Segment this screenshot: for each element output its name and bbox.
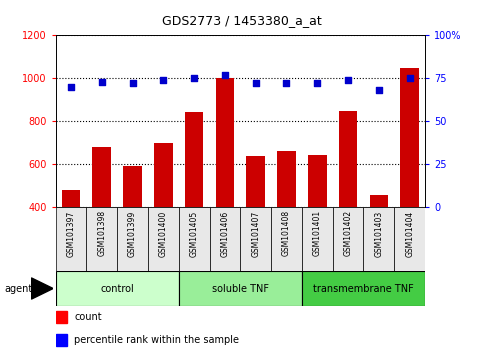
Text: GSM101408: GSM101408 [282, 210, 291, 256]
Point [159, 77, 167, 83]
Bar [86, 207, 117, 271]
Text: GSM101402: GSM101402 [343, 210, 353, 256]
Point [67, 84, 75, 90]
Bar [179, 207, 210, 271]
Text: count: count [74, 312, 101, 322]
Bar [56, 311, 67, 323]
Point [406, 75, 413, 81]
Point [252, 81, 259, 86]
Point [221, 72, 229, 78]
Bar [148, 207, 179, 271]
Bar [364, 207, 394, 271]
Bar [400, 68, 419, 207]
Point [98, 79, 106, 85]
Bar [339, 110, 357, 207]
Bar [302, 271, 425, 306]
Bar [185, 112, 203, 207]
Text: GSM101398: GSM101398 [97, 210, 106, 256]
Text: GSM101397: GSM101397 [67, 210, 75, 257]
Text: soluble TNF: soluble TNF [212, 284, 269, 293]
Bar [333, 207, 364, 271]
Bar [271, 207, 302, 271]
Bar [92, 147, 111, 207]
Bar [369, 195, 388, 207]
Bar [56, 333, 67, 346]
Bar [117, 207, 148, 271]
Text: transmembrane TNF: transmembrane TNF [313, 284, 414, 293]
Text: GDS2773 / 1453380_a_at: GDS2773 / 1453380_a_at [162, 14, 321, 27]
Text: control: control [100, 284, 134, 293]
Text: GSM101401: GSM101401 [313, 210, 322, 256]
Bar [154, 143, 172, 207]
Point [344, 77, 352, 83]
Point [190, 75, 198, 81]
Text: percentile rank within the sample: percentile rank within the sample [74, 335, 239, 345]
Text: GSM101405: GSM101405 [190, 210, 199, 257]
Bar [246, 156, 265, 207]
Bar [179, 271, 302, 306]
Text: GSM101403: GSM101403 [374, 210, 384, 257]
Bar [123, 166, 142, 207]
Bar [277, 151, 296, 207]
Bar [62, 190, 80, 207]
Bar [215, 78, 234, 207]
Bar [210, 207, 240, 271]
Bar [308, 154, 327, 207]
Point [128, 81, 136, 86]
Text: GSM101407: GSM101407 [251, 210, 260, 257]
Point [375, 87, 383, 93]
Bar [302, 207, 333, 271]
Point [313, 81, 321, 86]
Text: GSM101404: GSM101404 [405, 210, 414, 257]
Bar [240, 207, 271, 271]
Text: GSM101400: GSM101400 [159, 210, 168, 257]
Text: agent: agent [5, 284, 33, 293]
Text: GSM101399: GSM101399 [128, 210, 137, 257]
Bar [56, 207, 86, 271]
Text: GSM101406: GSM101406 [220, 210, 229, 257]
Bar [56, 271, 179, 306]
Polygon shape [31, 278, 53, 299]
Point [283, 81, 290, 86]
Bar [394, 207, 425, 271]
